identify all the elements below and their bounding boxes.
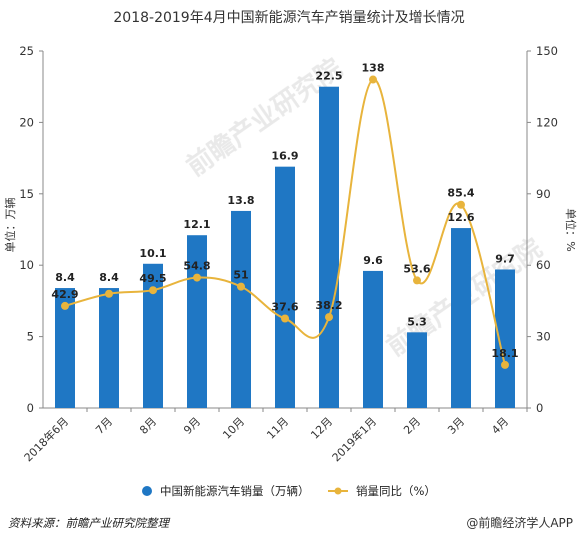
x-tick-label: 2月 [401,415,423,437]
line-value-label: 49.5 [139,272,166,285]
y-axis-right-label: 单位：% [564,208,578,251]
x-tick-label: 3月 [445,415,467,437]
bar [319,86,339,408]
bar-value-label: 13.8 [227,194,254,207]
legend-line-dot [334,487,342,495]
line-point [413,276,421,285]
bar [143,263,163,408]
x-tick-label: 12月 [308,415,335,442]
line-point [281,314,289,323]
bar-value-label: 8.4 [55,271,75,284]
bar-value-label: 22.5 [315,70,342,83]
y-right-tick-label: 30 [536,330,551,344]
y-right-tick-label: 150 [536,44,558,58]
bar [451,228,471,408]
y-right-tick-label: 60 [536,258,551,272]
legend-bar-marker [142,486,152,496]
line-value-label: 51 [233,269,248,282]
bar-value-label: 9.6 [363,254,383,267]
bars [55,86,515,408]
line-point [237,282,245,291]
y-left-tick-label: 0 [27,401,34,415]
line-value-label: 18.1 [491,347,518,360]
bar [55,288,75,408]
line-value-label: 53.6 [403,262,430,275]
line-value-label: 37.6 [271,301,298,314]
x-tick-label: 2019年1月 [329,414,379,464]
y-left-tick-label: 25 [19,44,34,58]
x-tick-label: 2018年6月 [21,414,71,464]
bar-value-label: 16.9 [271,150,298,163]
line-value-label: 42.9 [51,288,78,301]
y-right-tick-label: 90 [536,187,551,201]
bar [275,166,295,408]
bar [407,332,427,408]
line-value-label: 138 [362,62,385,75]
bar-value-label: 12.6 [447,211,474,224]
x-tick-label: 7月 [93,415,115,437]
brand-credit: @前瞻经济学人APP [466,516,573,530]
line-point [501,360,509,369]
y-left-tick-label: 10 [19,258,34,272]
chart-title: 2018-2019年4月中国新能源汽车产销量统计及增长情况 [113,9,464,26]
line-point [193,273,201,282]
line-value-label: 85.4 [447,187,474,200]
bar-value-label: 12.1 [183,218,210,231]
y-left-tick-label: 20 [19,115,34,129]
line-point [105,289,113,298]
bar [99,288,119,408]
bar [495,269,515,408]
x-tick-label: 8月 [137,415,159,437]
legend-line-label: 销量同比（%） [356,484,436,498]
bar [231,210,251,408]
bar-value-label: 9.7 [495,252,515,265]
legend-bar-label: 中国新能源汽车销量（万辆） [160,484,310,498]
x-tick-label: 10月 [220,415,247,442]
bar [363,270,383,408]
x-tick-label: 4月 [489,415,511,437]
line-point [149,286,157,295]
source-note: 资料来源：前瞻产业研究院整理 [8,516,169,530]
line-point [325,313,333,322]
x-tick-label: 11月 [264,415,291,442]
y-left-tick-label: 5 [27,330,34,344]
line-series [61,75,509,369]
legend: 中国新能源汽车销量（万辆） 销量同比（%） [142,484,436,498]
bar-value-label: 10.1 [139,247,166,260]
y-right-tick-label: 120 [536,115,558,129]
x-tick-label: 9月 [181,415,203,437]
line-point [457,200,465,209]
line-point [61,301,69,310]
bar-value-label: 5.3 [407,315,427,328]
y-left-tick-label: 15 [19,187,34,201]
line-value-label: 38.2 [315,299,342,312]
line-value-label: 54.8 [183,260,210,273]
data-labels: 8.4 8.4 10.1 12.1 13.8 16.9 22.5 9.6 5.3 12.6 9.7 4… [51,62,518,360]
y-right-tick-label: 0 [536,401,543,415]
y-axis-left-label: 单位：万辆 [3,198,17,253]
bar-value-label: 8.4 [99,271,119,284]
line-point [369,75,377,84]
